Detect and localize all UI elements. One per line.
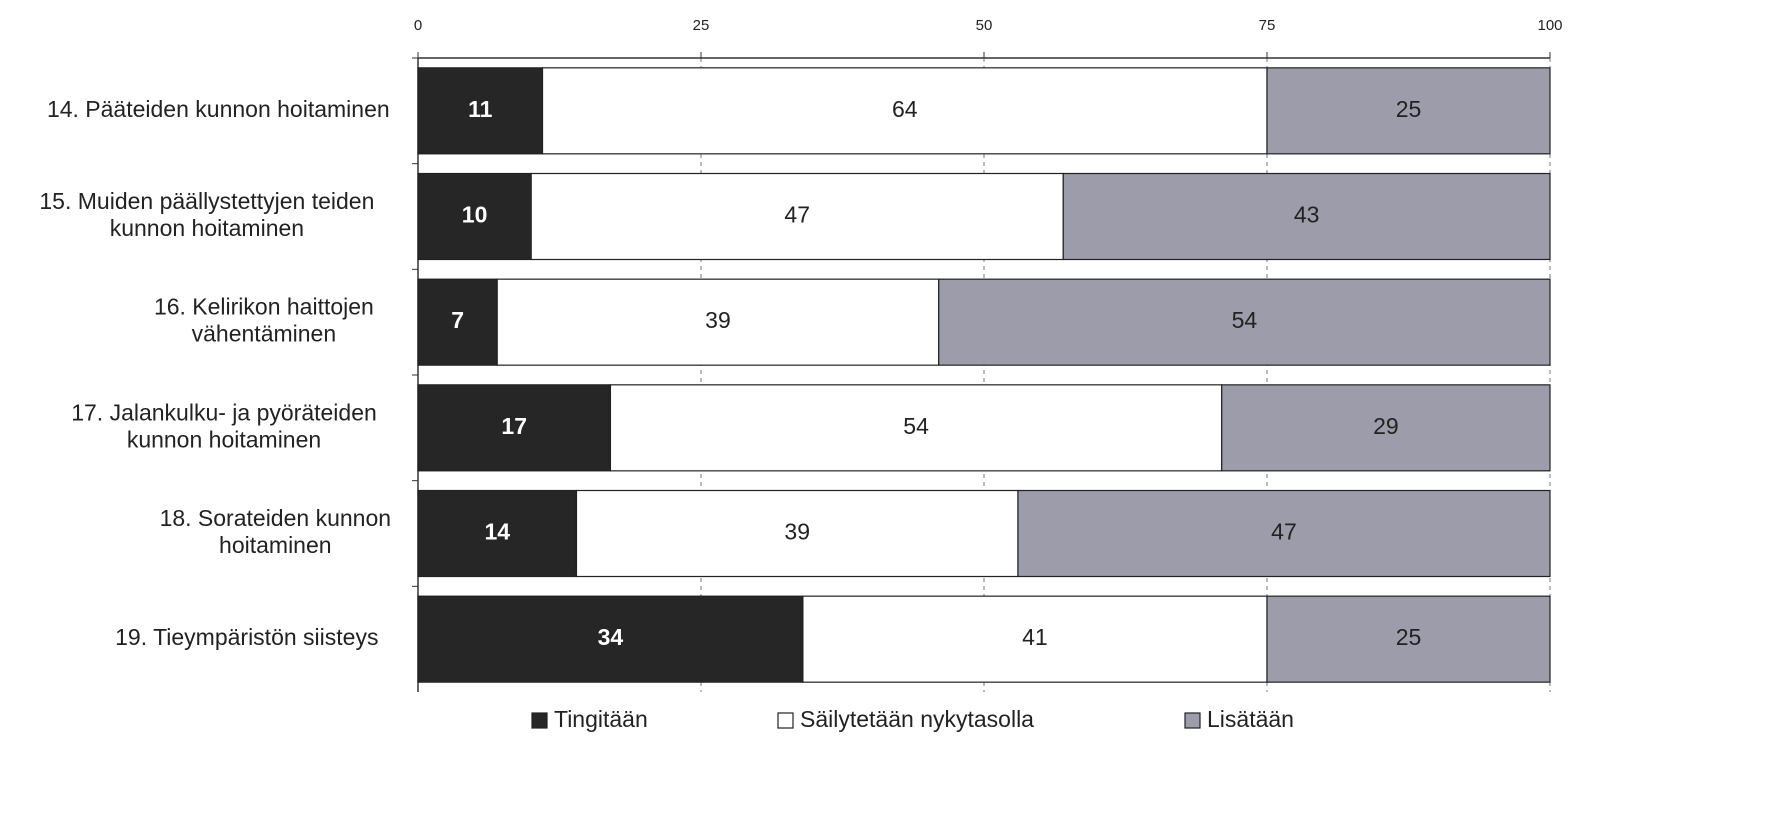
bar-segment [609,384,1223,472]
y-tick-label: 19. Tieympäristön siisteys [115,624,378,650]
bar-segment [417,489,578,578]
x-tick-label: 25 [693,17,710,34]
data-label: 34 [598,624,624,650]
data-label: 25 [1396,624,1422,650]
legend-swatch [1184,712,1201,729]
bar-segment [496,278,940,366]
data-label: 25 [1396,96,1422,122]
legend-swatch [777,712,794,729]
x-tick-label: 100 [1537,17,1562,34]
data-label: 29 [1373,413,1399,439]
data-label: 10 [462,202,488,228]
bar-segment [1017,489,1551,578]
data-label: 47 [1271,519,1297,545]
data-label: 41 [1022,624,1048,650]
bar-segment [938,278,1551,366]
data-label: 7 [451,307,464,333]
bar-segment [575,489,1019,578]
legend-swatch [531,712,548,729]
data-label: 47 [784,202,810,228]
bar-segment [541,67,1268,155]
legend-label: Tingitään [554,706,648,732]
data-label: 14 [484,519,510,545]
data-label: 54 [903,413,929,439]
x-tick-label: 75 [1259,17,1276,34]
bar-segment [417,384,612,472]
bar-segment [530,172,1064,261]
y-tick-label: 15. Muiden päällystettyjen teiden kunnon … [39,188,374,241]
bar-segment [1221,384,1551,472]
y-tick-label: 16. Kelirikon haittojen vähentäminen [154,294,374,347]
legend-label: Säilytetään nykytasolla [800,706,1034,732]
bar-segment [802,595,1268,683]
bar-segment [1266,67,1551,155]
data-label: 43 [1294,202,1320,228]
bar-segment [1266,595,1551,683]
bar-segment [417,595,804,683]
x-tick-label: 50 [976,17,993,34]
y-tick-label: 18. Sorateiden kunnon hoitaminen [160,505,391,558]
y-tick-label: 14. Pääteiden kunnon hoitaminen [47,96,390,122]
data-label: 39 [784,519,810,545]
bar-segment [417,67,544,155]
bar-segment [417,278,498,366]
data-label: 39 [705,307,731,333]
data-label: 11 [468,96,493,122]
data-label: 54 [1232,307,1258,333]
legend-label: Lisätään [1207,706,1294,732]
data-label: 64 [892,96,918,122]
data-label: 17 [501,413,527,439]
x-tick-label: 0 [414,17,422,34]
bar-segment [1062,172,1551,261]
y-tick-label: 17. Jalankulku- ja pyöräteiden kunnon hoi… [71,399,377,452]
